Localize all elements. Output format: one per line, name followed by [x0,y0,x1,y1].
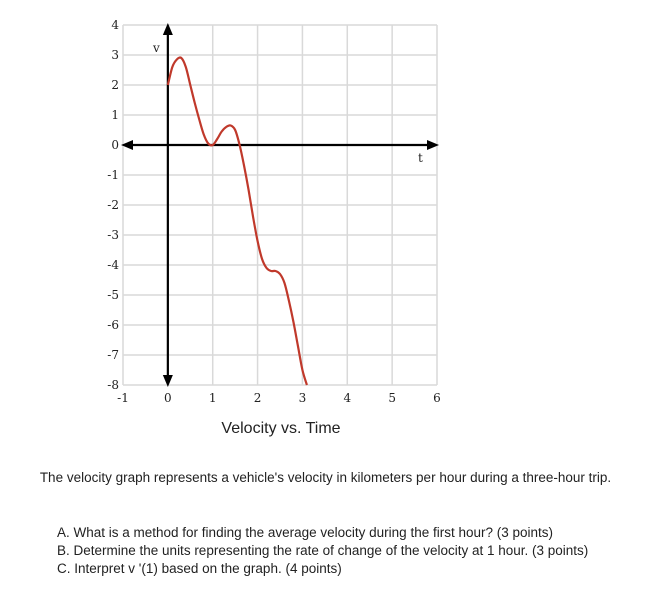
series-line-velocity [166,56,308,386]
x-tick-label: 2 [254,391,262,405]
y-tick-label: -6 [107,318,119,332]
velocity-curve [166,56,308,386]
x-axis-label: t [418,151,423,165]
y-tick-label: -8 [107,378,119,392]
chart-title: Velocity vs. Time [221,420,340,437]
y-tick-label: 0 [111,138,119,152]
problem-description: The velocity graph represents a vehicle'… [39,470,612,485]
x-tick-label: 3 [299,391,307,405]
question-list: A. What is a method for finding the aver… [57,524,588,578]
x-tick-label: 4 [343,391,351,405]
x-axis-arrow-right [427,140,439,150]
x-tick-label: 5 [388,391,396,405]
y-tick-label: -5 [107,288,119,302]
y-tick-label: -2 [107,198,119,212]
y-tick-label: 4 [111,18,119,32]
x-axis-arrow-left [121,140,133,150]
x-tick-label: -1 [117,391,129,405]
y-axis-arrow-down [162,375,173,387]
y-axis-arrow-up [162,23,173,35]
y-tick-label: 1 [111,108,119,122]
y-tick-label: 3 [111,48,119,62]
x-tick-label: 1 [209,391,217,405]
question-a: A. What is a method for finding the aver… [57,525,554,540]
question-c: C. Interpret v '(1) based on the graph. … [57,561,342,576]
x-tick-label: 0 [164,391,172,405]
y-tick-label: -7 [107,348,119,362]
y-tick-label: -1 [107,168,119,182]
y-axis-label: v [152,41,160,55]
question-b: B. Determine the units representing the … [57,543,589,558]
x-tick-label: 6 [433,391,441,405]
grid [122,24,438,386]
y-tick-label: -4 [107,258,119,272]
axes [121,23,439,387]
y-tick-label: 2 [111,78,119,92]
y-tick-label: -3 [107,228,119,242]
